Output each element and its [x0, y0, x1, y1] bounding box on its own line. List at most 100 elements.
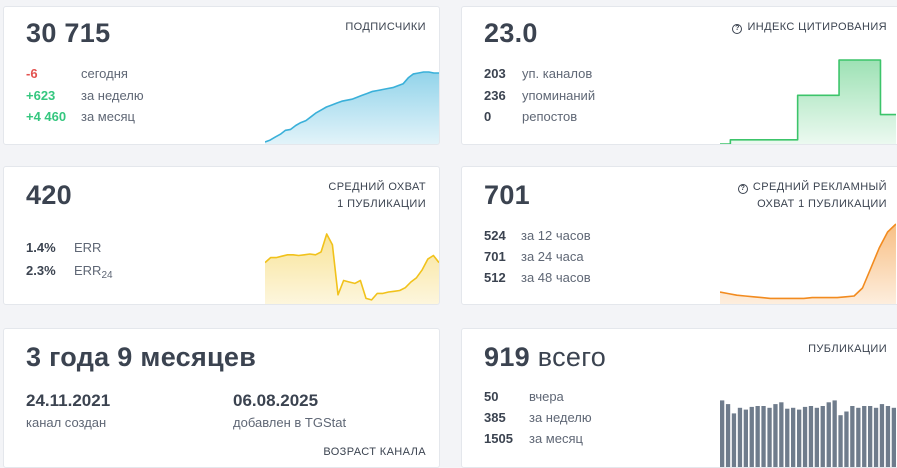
- sparkline-area: [265, 72, 439, 144]
- err24-value: 2.3%: [26, 263, 56, 278]
- posts-bar: [737, 407, 743, 467]
- posts-total-value: 919: [484, 342, 530, 372]
- stat-row: 0 репостов: [484, 106, 577, 127]
- stat-value: 524: [484, 228, 506, 243]
- stat-caption: уп. каналов: [522, 66, 593, 81]
- err24-row: 2.3% ERR24: [26, 260, 113, 286]
- stat-value: 203: [484, 66, 506, 81]
- stat-caption: за 24 часа: [521, 249, 584, 264]
- subscribers-label: ПОДПИСЧИКИ: [345, 21, 426, 33]
- citation-card[interactable]: 23.0 ? ИНДЕКС ЦИТИРОВАНИЯ 203 уп. каналов …: [461, 6, 897, 145]
- stat-caption: репостов: [522, 109, 578, 124]
- stat-caption: за месяц: [529, 431, 583, 446]
- citation-label-text: ИНДЕКС ЦИТИРОВАНИЯ: [747, 21, 887, 33]
- posts-bar: [862, 406, 867, 467]
- posts-bar: [879, 404, 885, 467]
- stat-row: 385 за неделю: [484, 407, 592, 428]
- stat-caption: за неделю: [81, 88, 144, 103]
- stat-row: 50 вчера: [484, 386, 564, 407]
- err24-label: ERR24: [74, 263, 113, 281]
- stat-value: 0: [484, 109, 492, 124]
- posts-bar: [720, 400, 725, 467]
- err24-subscript: 24: [101, 270, 113, 281]
- posts-bar: [838, 415, 843, 467]
- reach-card[interactable]: 420 СРЕДНИЙ ОХВАТ 1 ПУБЛИКАЦИИ 1.4% ERR 2…: [3, 166, 440, 305]
- stat-value: 236: [484, 88, 506, 103]
- stat-row: 512 за 48 часов: [484, 267, 591, 288]
- ad-reach-label-line2: ОХВАТ 1 ПУБЛИКАЦИИ: [757, 198, 887, 210]
- stat-caption: за 12 часов: [521, 228, 591, 243]
- stat-value: +4 460: [26, 109, 67, 124]
- ad-reach-value: 701: [484, 180, 530, 210]
- posts-bar: [885, 406, 891, 467]
- sparkline-area: [265, 234, 439, 304]
- citation-index-value: 23.0: [484, 18, 538, 48]
- posts-bar: [820, 406, 825, 467]
- stat-value: 512: [484, 270, 506, 285]
- stat-value: 385: [484, 410, 506, 425]
- sparkline-line: [265, 233, 439, 301]
- info-icon[interactable]: ?: [732, 24, 743, 34]
- posts-label: ПУБЛИКАЦИИ: [808, 343, 887, 355]
- sparkline-area: [720, 224, 896, 304]
- posts-bar: [844, 411, 849, 467]
- info-icon[interactable]: ?: [737, 184, 748, 194]
- citation-label: ? ИНДЕКС ЦИТИРОВАНИЯ: [732, 19, 887, 36]
- posts-bar: [850, 406, 855, 467]
- stat-value: 50: [484, 389, 499, 404]
- created-date: 24.11.2021: [26, 391, 111, 410]
- stat-value: 1505: [484, 431, 513, 446]
- posts-bar: [731, 413, 737, 467]
- posts-bar: [755, 406, 760, 467]
- posts-bar-chart: [720, 400, 896, 467]
- posts-total-suffix: всего: [537, 342, 607, 372]
- stat-row: 203 уп. каналов: [484, 63, 592, 84]
- subscribers-sparkline: [265, 71, 439, 144]
- stat-row: 524 за 12 часов: [484, 225, 591, 246]
- posts-bar: [808, 406, 814, 467]
- posts-bar: [725, 404, 731, 467]
- posts-bar: [832, 400, 837, 467]
- created-label: канал создан: [26, 415, 107, 430]
- subscribers-card[interactable]: 30 715 ПОДПИСЧИКИ -6 сегодня +623 за недел…: [3, 6, 440, 145]
- posts-bar: [791, 407, 796, 467]
- citation-sparkline: [720, 59, 896, 144]
- err-label: ERR: [74, 240, 102, 255]
- stat-value: -6: [26, 66, 38, 81]
- posts-bar: [891, 407, 896, 467]
- subscribers-count: 30 715: [26, 18, 111, 48]
- stat-caption: вчера: [529, 389, 564, 404]
- stat-row: 1505 за месяц: [484, 428, 583, 449]
- posts-bar: [773, 404, 778, 467]
- posts-bar: [797, 409, 802, 467]
- stat-caption: за 48 часов: [521, 270, 591, 285]
- err-value: 1.4%: [26, 240, 56, 255]
- posts-bar: [814, 407, 819, 467]
- posts-bar: [749, 406, 754, 467]
- channel-age-card[interactable]: 3 года 9 месяцев 24.11.2021 канал создан…: [3, 328, 440, 468]
- posts-bar: [802, 406, 808, 467]
- stat-caption: за неделю: [529, 410, 592, 425]
- ad-reach-label: ? СРЕДНИЙ РЕКЛАМНЫЙ ОХВАТ 1 ПУБЛИКАЦИИ: [737, 179, 887, 213]
- stat-row: -6 сегодня: [26, 63, 128, 84]
- ad-reach-card[interactable]: 701 ? СРЕДНИЙ РЕКЛАМНЫЙ ОХВАТ 1 ПУБЛИКАЦИ…: [461, 166, 897, 305]
- posts-total: 919 всего: [484, 342, 606, 373]
- reach-label-line2: 1 ПУБЛИКАЦИИ: [337, 198, 426, 210]
- stat-value: 701: [484, 249, 506, 264]
- posts-bar: [868, 406, 873, 467]
- reach-label-line1: СРЕДНИЙ ОХВАТ: [328, 181, 426, 193]
- ad-reach-label-line1: СРЕДНИЙ РЕКЛАМНЫЙ: [752, 181, 887, 193]
- stat-caption: за месяц: [81, 109, 135, 124]
- sparkline-line: [720, 223, 896, 300]
- posts-bar: [779, 402, 784, 467]
- posts-bar: [856, 407, 861, 467]
- posts-card[interactable]: 919 всего ПУБЛИКАЦИИ 50 вчера 385 за недел…: [461, 328, 897, 468]
- stat-value: +623: [26, 88, 56, 103]
- posts-bar: [826, 402, 831, 467]
- stat-caption: сегодня: [81, 66, 128, 81]
- posts-bar: [785, 408, 790, 467]
- err-row: 1.4% ERR: [26, 237, 101, 258]
- posts-bar: [873, 407, 879, 467]
- reach-label: СРЕДНИЙ ОХВАТ 1 ПУБЛИКАЦИИ: [328, 179, 426, 213]
- stat-row: +4 460 за месяц: [26, 106, 135, 127]
